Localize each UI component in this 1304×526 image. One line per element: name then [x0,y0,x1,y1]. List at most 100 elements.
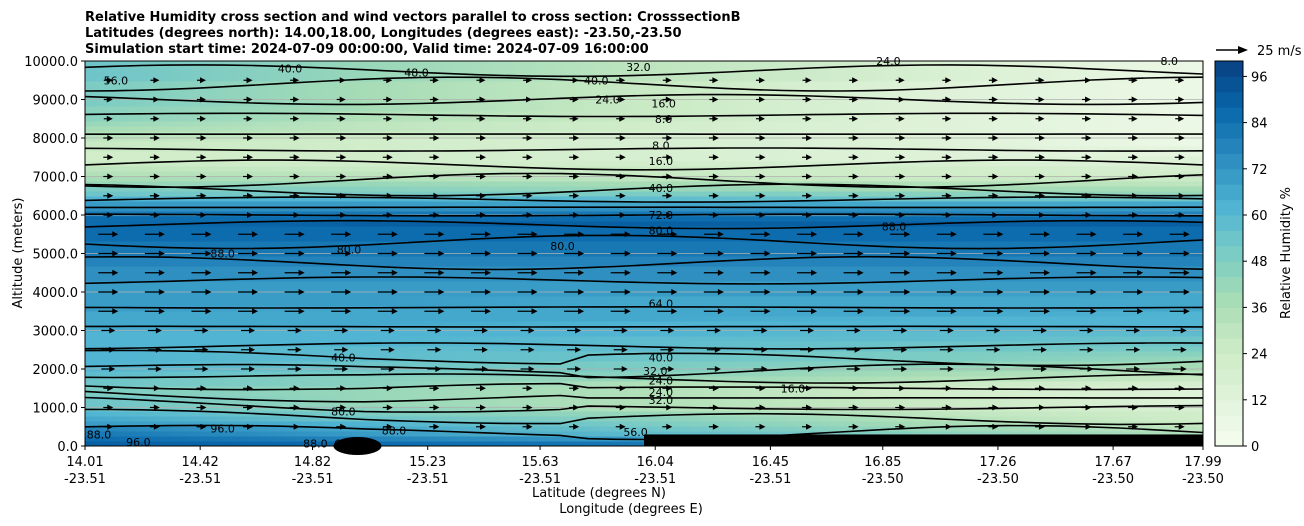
contour-line [84,424,1204,441]
wind-vector-head [899,135,906,141]
contour-label: 40.0 [331,351,356,364]
wind-vector-head [293,96,300,103]
wind-vector-head [947,327,954,334]
wind-vector-head [764,269,771,276]
wind-vector-head [712,77,719,84]
wind-vector-head [945,96,952,103]
wind-vector-head [158,289,165,295]
wind-vector-head [386,77,393,84]
contour-label: 24.0 [595,94,620,107]
contour-line [84,255,1204,271]
wind-vector-head [1043,289,1050,295]
field-band [85,245,1203,252]
wind-vector-head [345,269,352,276]
wind-vector-head [155,366,162,372]
wind-vector-head [1132,385,1139,392]
y-tick-label: 9000.0 [33,94,79,109]
wind-vector-head [1131,96,1138,103]
wind-vector-head [898,115,905,122]
x-tick-label-lon: -23.51 [292,472,334,487]
x-tick-label-lon: -23.51 [64,472,106,487]
wind-vector-head [433,385,440,392]
wind-vector-head [1085,423,1092,430]
wind-vector-head [386,173,393,180]
wind-vector-head [345,231,352,238]
colorbar-level [1215,91,1243,108]
wind-vector-head [1085,135,1092,141]
wind-vector-head [666,404,673,411]
wind-vector-head [479,192,486,199]
colorbar-label: Relative Humidity % [1279,187,1294,319]
wind-vector-head [578,231,585,238]
colorbar-level [1215,122,1243,139]
wind-vector-head [526,212,533,218]
wind-vector-head [852,423,859,430]
wind-vector-head [624,269,631,276]
field-band [85,315,1203,322]
field-band [85,195,1203,202]
wind-vector-head [295,327,302,334]
wind-vector-head [712,115,719,122]
y-tick-label: 3000.0 [33,325,79,340]
wind-vector-head [340,385,347,392]
wind-vector-head [899,192,906,199]
field-band [85,275,1203,282]
field-band [85,415,1203,422]
wind-vector-head [1085,115,1092,122]
wind-vector-head [619,154,626,161]
wind-vector-head [386,212,393,218]
field-band [85,75,1203,82]
wind-vector-head [249,366,256,372]
wind-vector-head [109,327,116,334]
wind-vector-head [572,77,579,84]
wind-vector-head [1132,423,1139,430]
wind-vector-head [1038,423,1045,430]
wind-vector-head [857,269,864,276]
field-band [85,340,1203,347]
wind-vector-head [665,96,672,103]
wind-vector-head [761,346,768,353]
wind-vector-head [339,96,346,103]
wind-vector-head [624,231,631,238]
wind-vector-head [759,212,766,218]
wind-vector-head [992,135,999,141]
field-band [85,70,1203,77]
wind-vector-head [340,404,347,411]
colorbar-level [1215,199,1243,216]
wind-vector-head [714,327,721,334]
wind-vector-head [997,231,1004,238]
wind-vector-head [901,327,908,334]
wind-vector-head [1178,173,1185,180]
wind-vector-head [759,192,766,199]
field-band [85,330,1203,337]
wind-vector-head [153,192,160,199]
wind-vector-head [484,269,491,276]
wind-vector-head [112,250,119,257]
wind-vector-head [712,385,719,392]
wind-vector-head [432,77,439,84]
wind-vector-head [252,308,259,315]
wind-vector-head [621,346,628,353]
wind-vector-head [899,154,906,161]
wind-vector-head [572,115,579,122]
wind-vector-head [386,96,393,103]
wind-vector-head [717,289,724,295]
colorbar-level [1215,415,1243,432]
field-band [85,175,1203,182]
colorbar-level [1215,76,1243,93]
colorbar-level [1215,292,1243,308]
wind-vector-head [759,135,766,141]
wind-vector-head [852,115,859,122]
wind-vector-head [805,77,812,84]
wind-vector-head [247,173,254,180]
field-band [85,165,1203,172]
wind-vector-head [758,115,765,122]
y-tick-label: 5000.0 [33,248,79,263]
wind-vector-head [386,115,393,122]
wind-vector-head [479,173,486,180]
wind-vector-head [246,96,253,103]
x-tick-label-lat: 16.85 [864,455,901,470]
wind-vector-head [712,192,719,199]
wind-vector-head [805,115,812,122]
